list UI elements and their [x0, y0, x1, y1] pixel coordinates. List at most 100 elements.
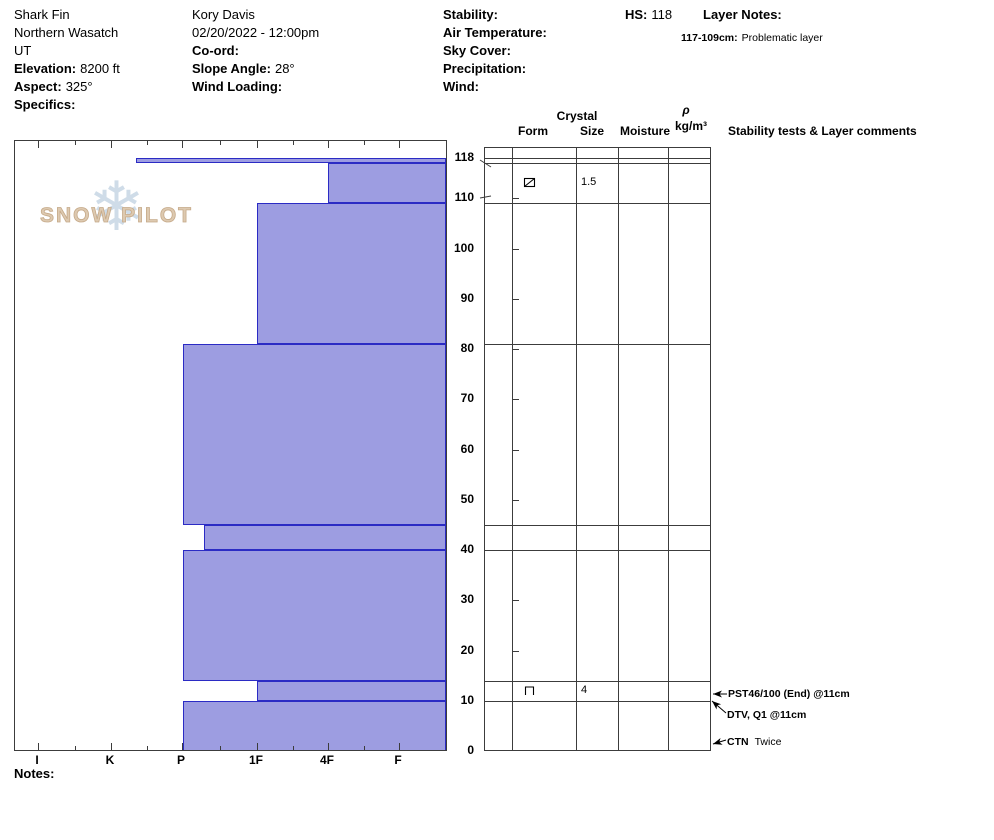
hardness-axis-label: 4F	[319, 753, 334, 767]
hardness-minor-tick	[292, 141, 294, 145]
hardness-tick	[111, 141, 112, 148]
aspect-row: Aspect: 325°	[14, 78, 120, 96]
precipitation-label: Precipitation:	[443, 61, 527, 76]
hardness-minor-tick	[74, 746, 76, 750]
decomposing-fragments-crystal-icon	[523, 176, 536, 189]
depth-leader-ticks	[479, 159, 492, 199]
hardness-axis-label: I	[35, 753, 39, 767]
grain-size-value: 4	[581, 683, 588, 696]
hardness-minor-tick	[146, 141, 148, 145]
notes-label: Notes:	[14, 766, 55, 781]
snow-layer-bar	[257, 203, 446, 344]
depth-tick	[512, 198, 519, 200]
site-state: UT	[14, 43, 32, 58]
depth-axis-label: 50	[460, 491, 474, 506]
hardness-minor-tick	[74, 141, 76, 145]
site-region: Northern Wasatch	[14, 25, 119, 40]
elevation-value: 8200 ft	[80, 61, 120, 76]
aspect-value: 325°	[65, 79, 93, 94]
hardness-axis: I K P 1F 4F F	[0, 753, 470, 769]
panel-divider	[512, 148, 513, 750]
site-name: Shark Fin	[14, 7, 70, 22]
depth-axis-label: 30	[460, 592, 474, 607]
snow-layer-bar	[183, 550, 446, 681]
observer-name: Kory Davis	[192, 7, 255, 22]
hardness-tick	[257, 141, 258, 148]
conditions-block: Stability: Air Temperature: Sky Cover: P…	[443, 6, 547, 96]
layer-boundary-line	[485, 700, 710, 702]
layer-data-panel: 1.5 4	[484, 147, 711, 751]
elevation-label: Elevation:	[14, 61, 77, 76]
depth-tick	[512, 399, 519, 401]
snowpilot-logo-watermark: ❄ SNOW PILOT	[40, 169, 220, 260]
layer-note-range: 117-109cm:	[681, 32, 738, 44]
stability-test-dtv: DTV, Q1 @11cm	[727, 709, 806, 721]
depth-axis-label: 90	[460, 290, 474, 305]
snow-layer-bar	[204, 524, 446, 550]
stability-test-ctn: CTN Twice	[727, 736, 781, 748]
snowpilot-logo-text: SNOW PILOT	[40, 204, 193, 228]
hardness-axis-label: P	[176, 753, 185, 767]
hardness-chart	[14, 140, 447, 751]
observer-info-block: Kory Davis 02/20/2022 - 12:00pm Co-ord: …	[192, 6, 319, 96]
hs-value: 118	[651, 7, 673, 22]
hardness-tick	[257, 743, 258, 750]
hardness-axis-label: F	[394, 753, 402, 767]
hardness-axis-label: K	[105, 753, 115, 767]
air-temperature-label: Air Temperature:	[443, 25, 547, 40]
layer-boundary-line	[485, 203, 710, 205]
depth-axis: 0 10 20 30 40 50 60 70 80 90 100 110 118	[436, 0, 478, 800]
depth-axis-label: 40	[460, 542, 474, 556]
depth-tick	[512, 449, 519, 451]
depth-tick	[512, 650, 519, 652]
moisture-column-header: Moisture	[619, 124, 670, 138]
depth-axis-label: 100	[453, 240, 474, 255]
stability-tests-column-header: Stability tests & Layer comments	[728, 124, 917, 138]
specifics-label: Specifics:	[14, 97, 76, 112]
depth-axis-label: 20	[460, 642, 474, 657]
observation-datetime: 02/20/2022 - 12:00pm	[192, 25, 320, 40]
hardness-tick	[399, 743, 400, 750]
hardness-minor-tick	[363, 746, 365, 750]
density-units-header: kg/m³	[674, 119, 707, 133]
panel-divider	[576, 148, 577, 750]
hardness-tick	[38, 141, 39, 148]
test-text: CTN	[727, 736, 749, 748]
stability-test-pst: PST46/100 (End) @11cm	[728, 688, 850, 700]
depth-axis-label: 60	[460, 441, 474, 456]
hardness-tick	[399, 141, 400, 148]
layer-note-text: Problematic layer	[741, 32, 823, 44]
wind-label: Wind:	[443, 79, 479, 94]
form-column-header: Form	[518, 124, 548, 138]
hs-block: HS: 118	[625, 6, 672, 24]
layer-boundary-line	[485, 524, 710, 526]
density-symbol-header: ρ	[682, 103, 690, 117]
depth-axis-label: 80	[460, 341, 474, 355]
layer-note-entry: 117-109cm: Problematic layer	[681, 29, 823, 47]
depth-axis-label: 70	[460, 391, 474, 406]
layer-boundary-line	[485, 158, 710, 160]
test-arrows	[711, 690, 727, 745]
layer-boundary-line	[485, 343, 710, 345]
hardness-minor-tick	[363, 141, 365, 145]
hardness-tick	[328, 743, 329, 750]
test-text: DTV, Q1 @11cm	[727, 709, 807, 721]
slope-angle-value: 28°	[274, 61, 295, 76]
depth-axis-label: 118	[454, 150, 474, 165]
hardness-tick	[182, 743, 183, 750]
layer-notes-title: Layer Notes:	[703, 7, 782, 22]
hardness-tick	[182, 141, 183, 148]
snow-layer-bar	[257, 680, 446, 701]
wind-loading-label: Wind Loading:	[192, 79, 283, 94]
panel-divider	[668, 148, 669, 750]
coord-label: Co-ord:	[192, 43, 239, 58]
snow-layer-bar	[136, 158, 446, 164]
test-text: PST46/100 (End) @11cm	[728, 688, 850, 700]
depth-tick	[512, 349, 519, 350]
depth-tick	[512, 700, 519, 702]
snow-layer-bar	[183, 343, 446, 525]
slope-angle-row: Slope Angle: 28°	[192, 60, 319, 78]
hardness-minor-tick	[219, 141, 221, 145]
sky-cover-label: Sky Cover:	[443, 43, 511, 58]
